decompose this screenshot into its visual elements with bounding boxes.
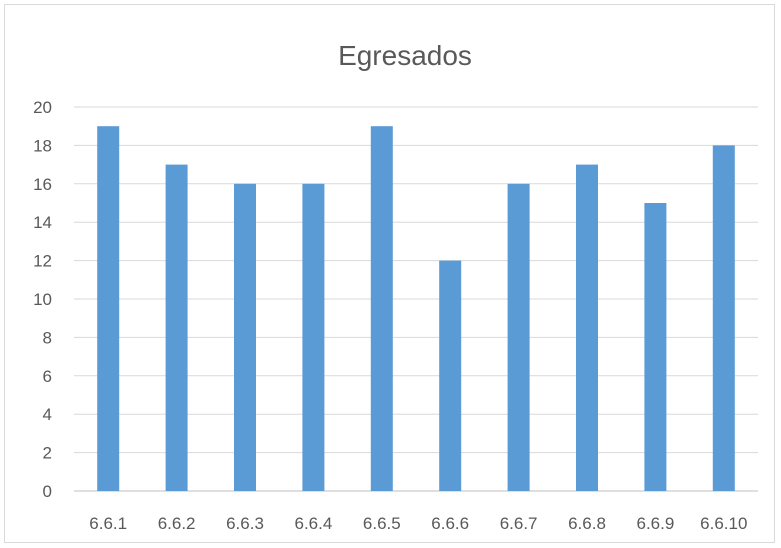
bar (712, 145, 735, 491)
x-tick-label: 6.6.3 (226, 514, 264, 533)
x-tick-label: 6.6.6 (431, 514, 469, 533)
y-tick-label: 20 (33, 98, 52, 117)
bar (370, 126, 393, 491)
y-tick-label: 6 (43, 367, 52, 386)
gridlines (74, 106, 758, 492)
bar (507, 183, 530, 492)
bar (302, 183, 325, 492)
y-tick-label: 16 (33, 175, 52, 194)
y-tick-label: 2 (43, 444, 52, 463)
y-axis-ticks: 0 2 4 6 8 10 12 14 16 18 20 (33, 98, 52, 501)
y-tick-label: 18 (33, 136, 52, 155)
y-tick-label: 0 (43, 482, 52, 501)
y-tick-label: 12 (33, 252, 52, 271)
y-tick-label: 8 (43, 328, 52, 347)
chart-title: Egresados (338, 40, 472, 71)
bar (439, 260, 462, 491)
x-tick-label: 6.6.7 (500, 514, 538, 533)
y-tick-label: 14 (33, 213, 52, 232)
x-tick-label: 6.6.10 (700, 514, 747, 533)
x-tick-label: 6.6.8 (568, 514, 606, 533)
y-tick-label: 10 (33, 290, 52, 309)
x-tick-label: 6.6.2 (158, 514, 196, 533)
bar (165, 164, 188, 491)
y-tick-label: 4 (43, 405, 52, 424)
bar (576, 164, 598, 491)
x-tick-label: 6.6.1 (89, 514, 127, 533)
bar (644, 203, 667, 491)
x-axis-ticks: 6.6.1 6.6.2 6.6.3 6.6.4 6.6.5 6.6.6 6.6.7 6.6.8… (89, 514, 747, 533)
x-tick-label: 6.6.4 (294, 514, 332, 533)
bars (97, 126, 735, 492)
x-tick-label: 6.6.5 (363, 514, 401, 533)
x-tick-label: 6.6.9 (636, 514, 674, 533)
bar (234, 183, 256, 492)
bar (97, 126, 120, 491)
